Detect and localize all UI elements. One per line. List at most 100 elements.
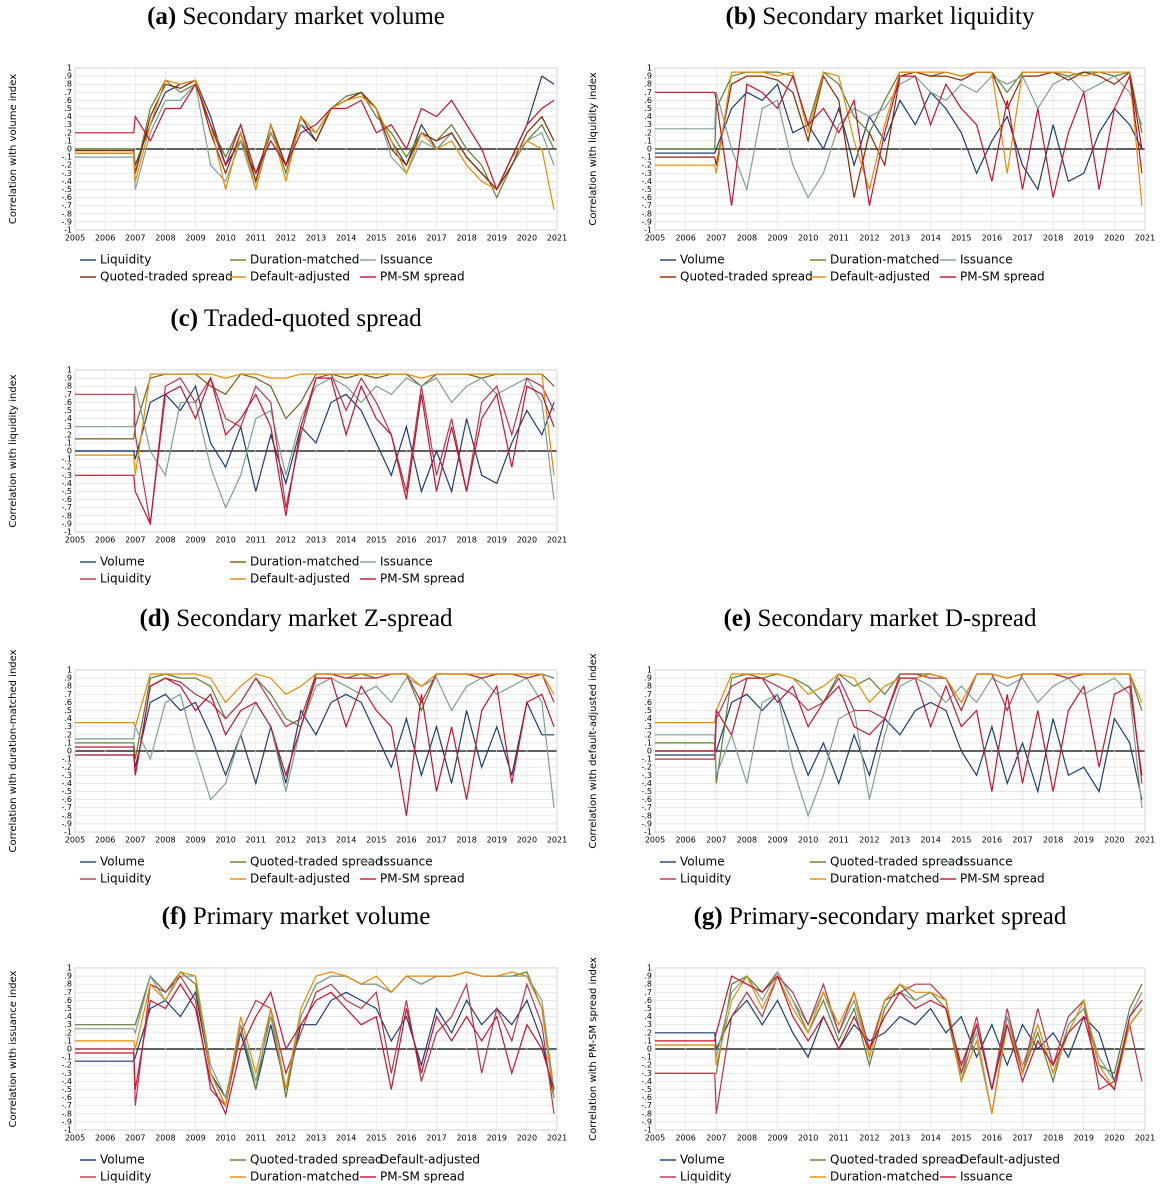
y-tick-label: .7	[64, 88, 72, 97]
y-tick-label: .9	[644, 674, 652, 683]
legend-label: PM-SM spread	[960, 872, 1045, 886]
x-tick-label: 2006	[95, 1134, 115, 1143]
y-axis-label: Correlation with issuance index	[8, 970, 19, 1127]
y-tick-label: .8	[64, 682, 72, 691]
legend-label: Default-adjusted	[250, 872, 350, 886]
x-tick-label: 2017	[426, 836, 446, 845]
series-line	[655, 974, 1143, 1114]
y-tick-label: .5	[644, 104, 652, 113]
x-tick-label: 2010	[798, 836, 818, 845]
y-tick-label: .1	[644, 136, 652, 145]
series-line	[75, 971, 555, 1108]
x-tick-label: 2011	[246, 1134, 266, 1143]
x-tick-label: 2008	[155, 1134, 175, 1143]
x-tick-label: 2021	[547, 1134, 567, 1143]
x-tick-label: 2021	[547, 836, 567, 845]
legend-label: Issuance	[380, 253, 433, 267]
legend-label: Duration-matched	[830, 872, 939, 886]
x-tick-label: 2005	[65, 536, 85, 545]
x-tick-label: 2018	[1043, 836, 1063, 845]
panel: (f) Primary market volume Correlation wit…	[8, 903, 567, 1184]
y-tick-label: -.8	[61, 511, 72, 520]
x-tick-label: 2014	[920, 234, 940, 243]
y-tick-label: -.7	[61, 201, 72, 210]
x-tick-label: 2005	[65, 234, 85, 243]
x-tick-label: 2021	[547, 234, 567, 243]
legend-label: Volume	[680, 253, 725, 267]
legend-label: Quoted-traded spread	[250, 855, 383, 869]
y-tick-label: .5	[644, 706, 652, 715]
legend-label: PM-SM spread	[380, 270, 465, 284]
x-tick-label: 2019	[487, 836, 507, 845]
y-tick-label: 0	[67, 1045, 72, 1054]
x-tick-label: 2016	[396, 536, 416, 545]
x-tick-label: 2014	[920, 836, 940, 845]
legend-label: Quoted-traded spread	[250, 1153, 383, 1167]
y-tick-label: .6	[64, 398, 72, 407]
panel-title-text: Secondary market volume	[182, 3, 444, 30]
y-tick-label: .8	[64, 382, 72, 391]
y-tick-label: .3	[644, 1020, 652, 1029]
y-tick-label: .1	[644, 1036, 652, 1045]
x-tick-label: 2011	[246, 536, 266, 545]
y-tick-label: -.9	[61, 217, 72, 226]
y-tick-label: .7	[644, 988, 652, 997]
legend-label: Duration-matched	[250, 555, 359, 569]
series-line	[655, 73, 1143, 206]
panel-label: (d)	[139, 605, 170, 632]
legend-label: Quoted-traded spread	[830, 1153, 963, 1167]
x-tick-label: 2018	[1043, 234, 1063, 243]
y-axis-label: Correlation with liquidity index	[8, 374, 19, 527]
y-tick-label: -.9	[641, 819, 652, 828]
y-tick-label: -.1	[61, 1053, 72, 1062]
y-tick-label: .3	[644, 120, 652, 129]
panel-title: (a) Secondary market volume	[147, 3, 445, 30]
y-tick-label: -.4	[641, 779, 652, 788]
x-tick-label: 2012	[859, 234, 879, 243]
y-tick-label: .8	[644, 980, 652, 989]
x-tick-label: 2021	[1135, 234, 1155, 243]
legend-label: PM-SM spread	[380, 572, 465, 586]
panel: (e) Secondary market D-spread Correlation…	[588, 605, 1155, 886]
x-tick-label: 2013	[890, 1134, 910, 1143]
y-tick-label: -.5	[641, 1085, 652, 1094]
y-tick-label: -.9	[61, 519, 72, 528]
legend-label: Duration-matched	[830, 253, 939, 267]
y-tick-label: .2	[64, 1028, 72, 1037]
y-tick-label: -1	[64, 226, 72, 235]
y-tick-label: -.2	[61, 463, 72, 472]
x-tick-label: 2020	[1104, 1134, 1124, 1143]
y-tick-label: .8	[644, 80, 652, 89]
y-tick-label: .2	[644, 128, 652, 137]
x-tick-label: 2009	[767, 1134, 787, 1143]
series-line	[75, 82, 555, 192]
x-tick-label: 2020	[1104, 836, 1124, 845]
legend-label: Default-adjusted	[830, 270, 930, 284]
x-tick-label: 2008	[155, 536, 175, 545]
y-tick-label: -.6	[641, 1093, 652, 1102]
x-tick-label: 2016	[982, 1134, 1002, 1143]
y-tick-label: .5	[64, 406, 72, 415]
x-tick-label: 2021	[547, 536, 567, 545]
x-tick-label: 2018	[456, 1134, 476, 1143]
series-line	[655, 693, 1143, 800]
y-tick-label: .1	[64, 136, 72, 145]
y-tick-label: .2	[64, 430, 72, 439]
x-tick-label: 2015	[366, 536, 386, 545]
legend-label: Duration-matched	[250, 1170, 359, 1184]
x-tick-label: 2006	[95, 536, 115, 545]
series-line	[655, 999, 1143, 1084]
panel-title-text: Primary market volume	[193, 903, 430, 930]
y-tick-label: -.8	[61, 209, 72, 218]
y-tick-label: -.6	[61, 795, 72, 804]
x-tick-label: 2009	[185, 836, 205, 845]
x-tick-label: 2019	[1074, 234, 1094, 243]
series-line	[75, 376, 555, 527]
y-tick-label: -.4	[61, 177, 72, 186]
y-tick-label: .7	[644, 88, 652, 97]
y-tick-label: -.8	[61, 811, 72, 820]
y-tick-label: .1	[64, 738, 72, 747]
x-tick-label: 2014	[920, 1134, 940, 1143]
x-tick-label: 2017	[426, 536, 446, 545]
